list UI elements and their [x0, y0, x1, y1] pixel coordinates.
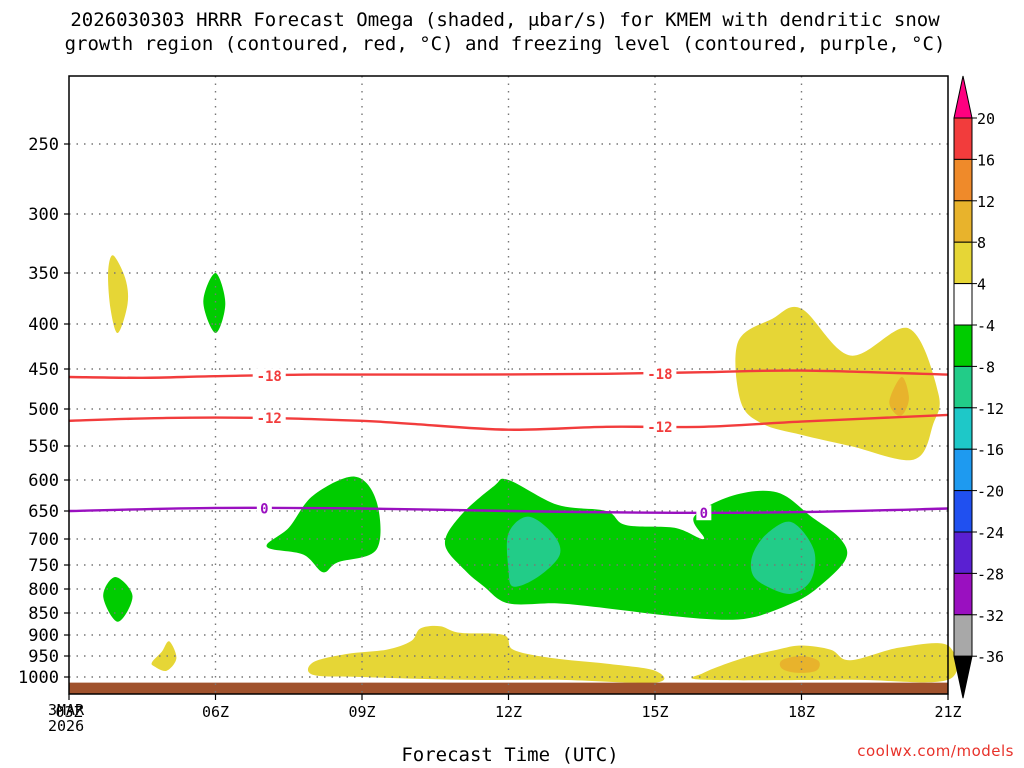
colorbar-cell-4: [953, 241, 973, 285]
colorbar-cell-9: [953, 448, 973, 492]
colorbar-arrow-bottom: [953, 655, 973, 699]
colorbar-label-3: 8: [977, 234, 986, 252]
colorbar-cell-7: [953, 365, 973, 409]
omega-region-2: [889, 376, 909, 416]
xtick-label-06Z: 06Z: [202, 703, 229, 721]
omega-region-9: [151, 641, 177, 671]
colorbar-label-2: 12: [977, 193, 995, 211]
ytick-label-650: 650: [28, 502, 59, 522]
contour-label-bg-1: [643, 365, 677, 381]
contour-label-bg-4: [256, 500, 272, 516]
chart-title: 2026030303 HRRR Forecast Omega (shaded, …: [0, 8, 1010, 56]
colorbar-label-9: -20: [977, 483, 1004, 501]
colorbar-cell-13: [953, 614, 973, 657]
contour-label-0: -18: [257, 369, 282, 385]
colorbar-label-11: -28: [977, 565, 1004, 583]
ytick-label-700: 700: [28, 530, 59, 550]
colorbar-cell-1: [953, 117, 973, 160]
contour-label-3: -12: [647, 420, 672, 436]
title-line-1: 2026030303 HRRR Forecast Omega (shaded, …: [70, 9, 940, 31]
colorbar: 20 16 12 8 4 -4 -8 -12 -16 -20 -24 -28 -32 -36: [953, 75, 1004, 699]
colorbar-arrow-top: [953, 75, 973, 119]
xtick-label-18Z: 18Z: [788, 703, 815, 721]
colorbar-label-10: -24: [977, 524, 1004, 542]
omega-region-7: [506, 516, 561, 587]
title-line-2: growth region (contoured, red, °C) and f…: [64, 33, 946, 55]
xtick-label-03Z: 03Z: [55, 703, 82, 721]
axis-ticks: 2503003504004505005506006507007508008509…: [18, 135, 962, 721]
colorbar-label-5: -4: [977, 317, 995, 335]
contour-line-0: [68, 369, 949, 380]
colorbar-cell-8: [953, 407, 973, 450]
contour-label-4: 0: [260, 502, 268, 518]
omega-region-4: [103, 577, 133, 622]
ytick-label-350: 350: [28, 264, 59, 284]
ytick-label-800: 800: [28, 580, 59, 600]
ytick-label-300: 300: [28, 205, 59, 225]
contour-line-1: [68, 413, 949, 431]
colorbar-label-12: -32: [977, 607, 1004, 625]
colorbar-label-6: -8: [977, 358, 995, 376]
shaded-regions: [69, 255, 958, 694]
contour-lines: -18 -18 -12 -12 0 0: [68, 365, 949, 522]
colorbar-cell-2: [953, 158, 973, 202]
omega-region-0: [108, 255, 129, 334]
colorbar-cell-6: [953, 324, 973, 367]
ytick-label-500: 500: [28, 400, 59, 420]
colorbar-cell-12: [953, 572, 973, 616]
grid-lines: [69, 76, 948, 694]
colorbar-label-1: 16: [977, 151, 995, 169]
ytick-label-400: 400: [28, 315, 59, 335]
contour-label-5: 0: [700, 506, 708, 522]
omega-region-11: [691, 643, 958, 683]
ytick-label-1000: 1000: [18, 668, 59, 688]
colorbar-label-13: -36: [977, 648, 1004, 666]
ground-mask: [69, 682, 948, 694]
colorbar-cell-3: [953, 200, 973, 243]
xtick-label-09Z: 09Z: [348, 703, 375, 721]
ytick-label-900: 900: [28, 626, 59, 646]
ytick-label-750: 750: [28, 556, 59, 576]
contour-label-2: -12: [257, 411, 282, 427]
contour-label-1: -18: [647, 367, 672, 383]
contour-label-bg-5: [696, 505, 712, 521]
contour-label-bg-2: [252, 409, 286, 425]
omega-region-6: [444, 478, 848, 620]
colorbar-cell-11: [953, 531, 973, 574]
ytick-label-950: 950: [28, 647, 59, 667]
colorbar-cell-10: [953, 490, 973, 533]
xtick-label-21Z: 21Z: [934, 703, 961, 721]
colorbar-label-7: -12: [977, 400, 1004, 418]
credit-text: coolwx.com/models: [857, 742, 1014, 760]
omega-region-8: [750, 521, 816, 594]
x-axis-label: Forecast Time (UTC): [401, 744, 619, 766]
start-day: 3MAR: [48, 701, 85, 719]
colorbar-label-0: 20: [977, 110, 995, 128]
omega-region-10: [307, 625, 665, 684]
start-year: 2026: [48, 717, 85, 735]
omega-region-1: [735, 306, 940, 461]
omega-region-12: [779, 655, 820, 673]
ytick-label-850: 850: [28, 604, 59, 624]
colorbar-label-4: 4: [977, 276, 986, 294]
omega-region-5: [266, 476, 381, 573]
ytick-label-600: 600: [28, 471, 59, 491]
contour-label-bg-0: [252, 368, 286, 384]
xtick-label-15Z: 15Z: [641, 703, 668, 721]
colorbar-label-8: -16: [977, 441, 1004, 459]
contour-label-bg-3: [643, 418, 677, 434]
contour-line-2: [68, 506, 949, 514]
ytick-label-550: 550: [28, 437, 59, 457]
xtick-label-12Z: 12Z: [495, 703, 522, 721]
ytick-label-250: 250: [28, 135, 59, 155]
colorbar-cell-5: [953, 283, 973, 326]
omega-region-3: [203, 272, 226, 334]
ytick-label-450: 450: [28, 360, 59, 380]
start-date: 3MAR 2026: [48, 702, 84, 734]
